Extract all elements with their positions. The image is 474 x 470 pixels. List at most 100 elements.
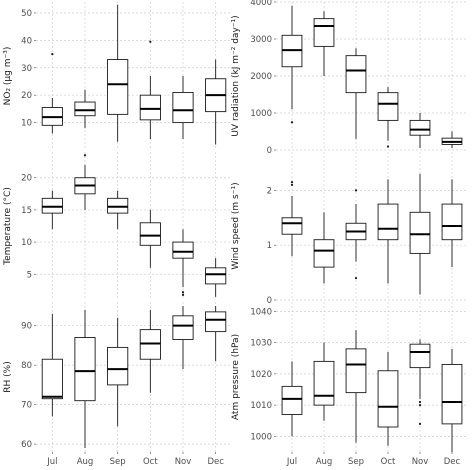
iqr-box <box>172 241 194 259</box>
box-oct <box>139 209 161 268</box>
x-tick-label: Jul <box>286 457 297 467</box>
y-tick-label: 0 <box>267 146 272 156</box>
box-jul <box>41 313 63 417</box>
y-tick-label: 1000 <box>250 432 272 442</box>
box-sep <box>345 330 367 443</box>
outlier-point <box>181 291 185 294</box>
box-nov <box>409 339 431 425</box>
outlier-point <box>418 404 422 407</box>
iqr-box <box>107 346 129 386</box>
box-oct <box>139 40 161 140</box>
x-tick-label: Dec <box>444 457 461 467</box>
iqr-box <box>377 203 399 241</box>
x-tick-label: Dec <box>207 457 224 467</box>
box-sep <box>107 190 129 230</box>
y-axis-label: Temperature (°C) <box>3 187 13 266</box>
x-tick-label: Sep <box>348 457 364 467</box>
iqr-box <box>139 222 161 246</box>
panel-6: 1000 1010 1020 1030 1040 Atm pressure (hPa) Ju… <box>231 302 468 467</box>
outlier-point <box>51 52 54 56</box>
y-axis-label: Wind speed (m s⁻¹) <box>231 182 241 269</box>
panel-5: 60 70 80 90 RH (%) Jul Aug Sep Oct Nov Dec <box>3 302 232 467</box>
x-tick-label: Aug <box>77 457 94 467</box>
y-tick-label: 1000 <box>250 109 272 119</box>
box-jul <box>41 52 63 134</box>
y-tick-label: 1010 <box>250 401 272 411</box>
box-sep <box>107 317 129 427</box>
y-tick-label: 30 <box>21 64 32 74</box>
outlier-point <box>386 145 390 148</box>
y-tick-label: 0 <box>267 296 272 306</box>
box-dec <box>205 258 227 297</box>
iqr-box <box>441 203 463 241</box>
y-tick-label: 3000 <box>250 35 272 45</box>
iqr-box <box>409 211 431 254</box>
iqr-box <box>205 267 227 285</box>
box-sep <box>345 48 367 139</box>
iqr-box <box>313 360 335 406</box>
box-aug <box>74 89 96 129</box>
iqr-box <box>281 385 303 415</box>
panel-2: 0 1000 2000 3000 4000 UV radiation (kJ m⁻² da… <box>231 0 468 156</box>
x-tick-label: Nov <box>412 457 429 467</box>
box-jul <box>281 181 303 257</box>
box-jul <box>281 5 303 124</box>
iqr-box <box>172 91 194 124</box>
box-dec <box>441 179 463 268</box>
box-oct <box>377 87 399 141</box>
y-tick-label: 1040 <box>250 307 272 317</box>
y-tick-label: 10 <box>21 119 32 129</box>
outlier-point <box>418 422 422 425</box>
x-tick-label: Aug <box>316 457 333 467</box>
outlier-point <box>290 183 294 186</box>
y-tick-label: 5 <box>27 270 32 280</box>
box-aug <box>313 342 335 421</box>
outlier-point <box>181 293 185 296</box>
iqr-box <box>345 55 367 94</box>
y-tick-label: 60 <box>21 440 32 450</box>
box-aug <box>313 11 335 76</box>
y-tick-label: 40 <box>21 36 32 46</box>
panel-1: 10 20 30 40 50 NO₂ (µg m⁻³) <box>3 2 232 150</box>
y-tick-label: 80 <box>21 361 32 371</box>
y-axis-label: UV radiation (kJ m⁻² day⁻¹) <box>231 15 241 136</box>
box-aug <box>74 154 96 210</box>
box-nov <box>409 113 431 149</box>
y-tick-label: 90 <box>21 322 32 332</box>
box-jul <box>41 190 63 230</box>
x-tick-label: Oct <box>143 457 158 467</box>
iqr-box <box>409 119 431 136</box>
iqr-box <box>441 364 463 425</box>
outlier-point <box>290 121 294 124</box>
box-oct <box>377 145 399 284</box>
box-nov <box>172 76 194 140</box>
iqr-box <box>41 358 63 400</box>
iqr-box <box>409 343 431 369</box>
box-dec <box>441 348 463 452</box>
iqr-box <box>172 315 194 340</box>
box-dec <box>205 305 227 362</box>
iqr-box <box>377 92 399 121</box>
outlier-point <box>290 181 294 184</box>
y-tick-label: 15 <box>21 206 32 216</box>
iqr-box <box>313 239 335 268</box>
y-tick-label: 20 <box>21 91 32 101</box>
box-sep <box>107 4 129 142</box>
box-dec <box>205 59 227 145</box>
iqr-box <box>74 101 96 117</box>
x-tick-label: Nov <box>175 457 192 467</box>
box-nov <box>172 305 194 370</box>
outlier-point <box>83 154 87 157</box>
y-axis-label: RH (%) <box>3 361 13 392</box>
box-dec <box>441 131 463 149</box>
y-tick-label: 4000 <box>250 0 272 8</box>
box-sep <box>345 189 367 280</box>
y-tick-label: 1020 <box>250 370 272 380</box>
iqr-box <box>205 311 227 333</box>
box-nov <box>172 229 194 296</box>
iqr-box <box>139 94 161 121</box>
y-tick-label: 1030 <box>250 339 272 349</box>
iqr-box <box>345 348 367 394</box>
y-tick-label: 50 <box>21 9 32 19</box>
iqr-box <box>313 18 335 47</box>
